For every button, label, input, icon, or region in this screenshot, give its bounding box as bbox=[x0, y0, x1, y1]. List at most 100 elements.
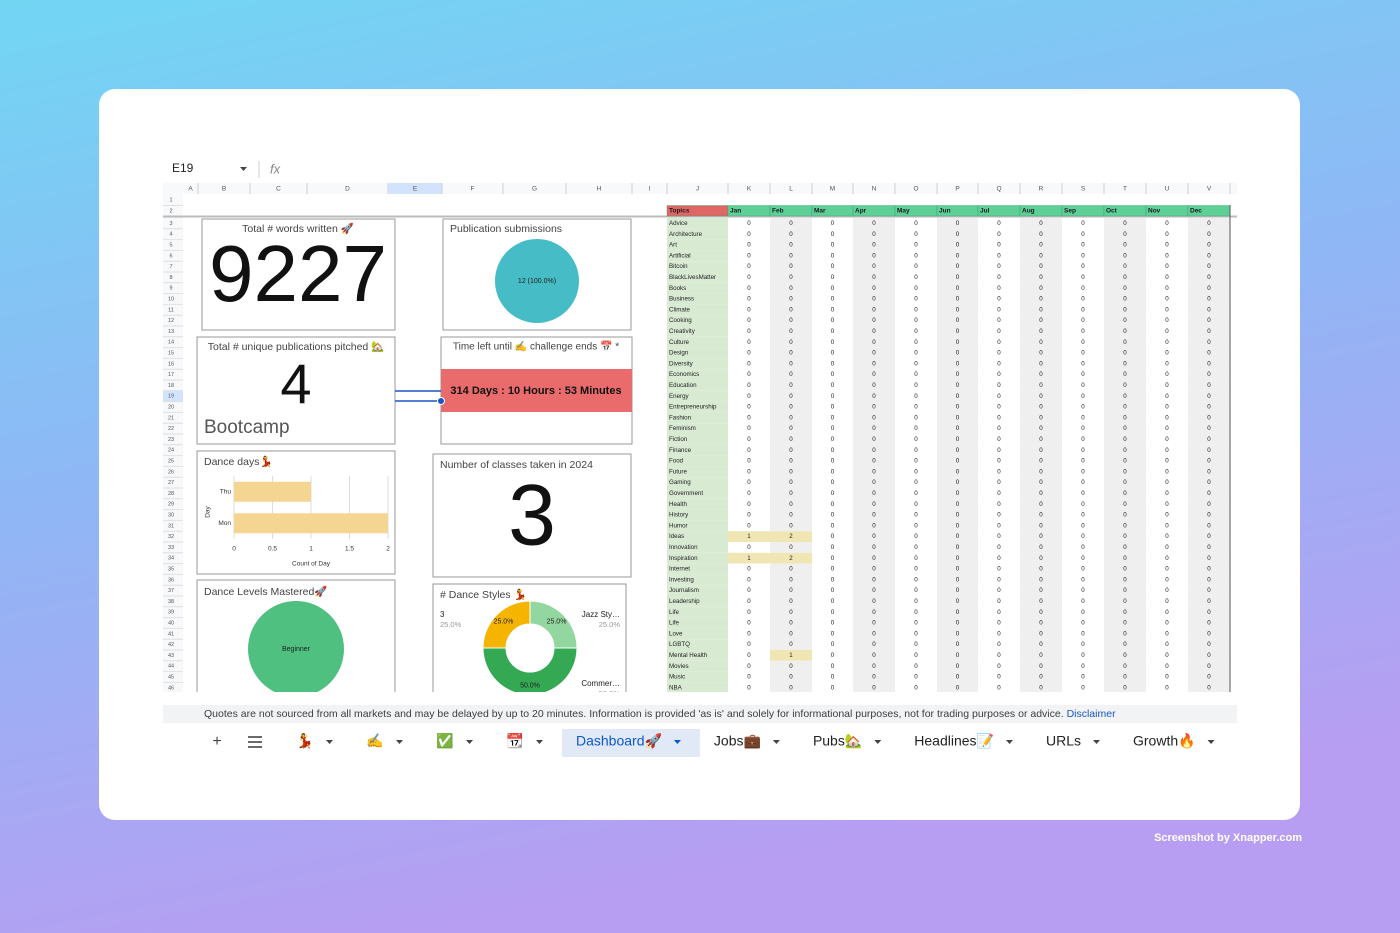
value: 0 bbox=[1123, 458, 1127, 465]
value-cell bbox=[895, 596, 937, 607]
value-cell bbox=[1188, 369, 1230, 380]
value: 0 bbox=[914, 404, 918, 411]
value-cell bbox=[895, 304, 937, 316]
value-cell bbox=[770, 552, 812, 564]
value-cell bbox=[1020, 293, 1062, 305]
tab-menu-arrow[interactable] bbox=[772, 740, 780, 744]
value: 0 bbox=[1207, 252, 1211, 259]
row-header: 23 bbox=[168, 437, 174, 443]
value-cell bbox=[1146, 628, 1188, 640]
sheet-tab[interactable]: URLs bbox=[1046, 733, 1081, 749]
value: 0 bbox=[997, 630, 1001, 637]
value-cell bbox=[1104, 671, 1146, 683]
value-cell bbox=[812, 660, 853, 672]
value-cell bbox=[812, 444, 853, 456]
value: 0 bbox=[1123, 512, 1127, 519]
row-header: 25 bbox=[168, 458, 174, 464]
sheet-tab[interactable]: 💃 bbox=[296, 733, 313, 750]
value-cell bbox=[1188, 477, 1230, 488]
tab-menu-arrow[interactable] bbox=[466, 740, 473, 744]
topic-cell bbox=[667, 272, 728, 283]
value: 0 bbox=[1207, 447, 1211, 454]
value-cell bbox=[978, 455, 1020, 467]
value-cell bbox=[770, 650, 812, 661]
sheet-tab[interactable]: Headlines📝 bbox=[914, 733, 994, 750]
value: 0 bbox=[872, 328, 876, 335]
value: 0 bbox=[747, 274, 751, 281]
sheet-tab[interactable]: ✅ bbox=[436, 733, 453, 750]
value: 0 bbox=[831, 512, 835, 519]
value: 0 bbox=[831, 285, 835, 292]
value: 0 bbox=[1207, 674, 1211, 681]
column-header: N bbox=[872, 186, 877, 193]
tab-menu-arrow[interactable] bbox=[673, 740, 681, 744]
column-header: M bbox=[830, 186, 835, 193]
value-cell bbox=[1104, 563, 1146, 575]
value: 0 bbox=[789, 371, 793, 378]
value-cell bbox=[853, 228, 895, 240]
value-cell bbox=[770, 444, 812, 456]
value-cell bbox=[1062, 563, 1104, 575]
value: 0 bbox=[1123, 285, 1127, 292]
value-cell bbox=[937, 606, 978, 618]
tab-menu-arrow[interactable] bbox=[874, 740, 882, 744]
tab-menu-arrow[interactable] bbox=[326, 740, 333, 744]
value-cell bbox=[1188, 498, 1230, 510]
tab-menu-arrow[interactable] bbox=[1093, 740, 1100, 744]
topic-cell bbox=[667, 639, 728, 650]
value: 0 bbox=[789, 404, 793, 411]
value: 0 bbox=[1123, 684, 1127, 691]
add-sheet[interactable]: + bbox=[212, 733, 221, 750]
value-cell bbox=[937, 228, 978, 240]
table-header: Jul bbox=[980, 208, 990, 215]
value-cell bbox=[895, 326, 937, 337]
value: 0 bbox=[1165, 404, 1169, 411]
name-box[interactable]: E19 bbox=[172, 161, 194, 175]
sheet-tab[interactable]: 📆 bbox=[506, 733, 523, 750]
value: 0 bbox=[1039, 220, 1043, 227]
sheet-tab[interactable]: Growth🔥 bbox=[1133, 733, 1196, 750]
value: 0 bbox=[747, 339, 751, 346]
value: 0 bbox=[1039, 371, 1043, 378]
column-header: S bbox=[1081, 186, 1086, 193]
value-cell bbox=[1020, 326, 1062, 337]
sheet-tab[interactable]: Dashboard🚀 bbox=[576, 733, 662, 750]
value-cell bbox=[1188, 660, 1230, 672]
value-cell bbox=[1146, 434, 1188, 445]
value-cell bbox=[728, 650, 770, 661]
tab-menu-arrow[interactable] bbox=[1207, 740, 1215, 744]
value: 0 bbox=[1165, 479, 1169, 486]
tab-menu-arrow[interactable] bbox=[536, 740, 543, 744]
value: 0 bbox=[831, 274, 835, 281]
all-sheets[interactable] bbox=[248, 736, 262, 748]
value-cell bbox=[1020, 671, 1062, 683]
value-cell bbox=[728, 552, 770, 564]
value-cell bbox=[937, 466, 978, 478]
value: 0 bbox=[997, 306, 1001, 313]
value: 0 bbox=[747, 393, 751, 400]
value: 0 bbox=[1081, 501, 1085, 508]
sheet-tab[interactable]: Pubs🏡 bbox=[813, 733, 862, 750]
sheet-tab[interactable]: Jobs💼 bbox=[714, 733, 762, 750]
column-header-bar bbox=[163, 183, 1237, 194]
value-cell bbox=[812, 455, 853, 467]
table-header: Aug bbox=[1022, 208, 1035, 215]
fx-icon: fx bbox=[270, 161, 281, 176]
value-cell bbox=[1062, 250, 1104, 262]
value-cell bbox=[812, 326, 853, 337]
value: 0 bbox=[1165, 317, 1169, 324]
value: 0 bbox=[831, 242, 835, 249]
value: 0 bbox=[1123, 587, 1127, 594]
value: 0 bbox=[997, 544, 1001, 551]
value: 0 bbox=[831, 576, 835, 583]
value: 1 bbox=[747, 533, 751, 540]
tab-menu-arrow[interactable] bbox=[1005, 740, 1013, 744]
row-header: 30 bbox=[168, 512, 174, 518]
disclaimer-link[interactable]: Disclaimer bbox=[1067, 708, 1117, 720]
sheet-tab[interactable]: ✍️ bbox=[366, 733, 383, 749]
topic-cell bbox=[667, 434, 728, 445]
tab-menu-arrow[interactable] bbox=[396, 740, 403, 744]
column-header: U bbox=[1165, 186, 1170, 193]
value: 0 bbox=[1039, 641, 1043, 648]
value-cell bbox=[1020, 628, 1062, 640]
